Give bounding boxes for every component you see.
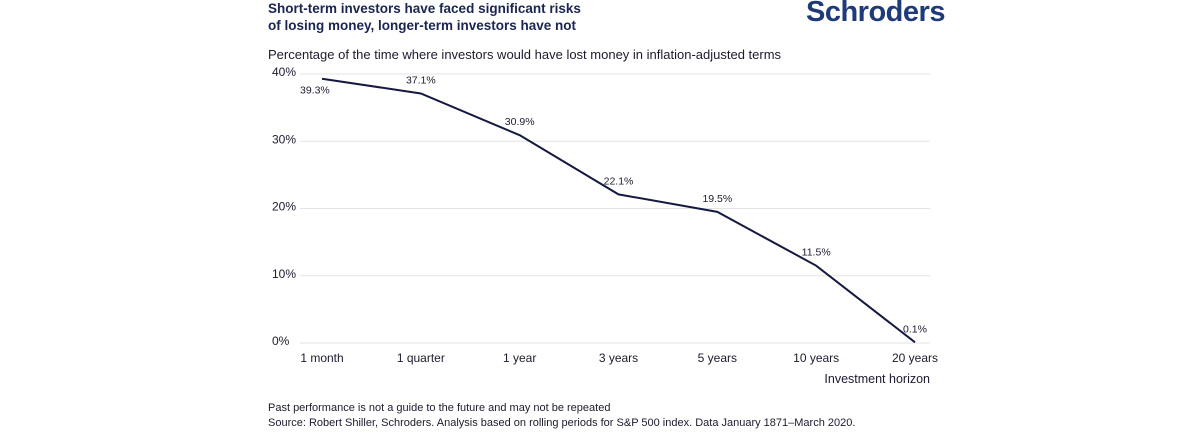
data-label: 30.9%: [505, 116, 535, 128]
gridlines: [300, 73, 930, 344]
series-line: [321, 77, 916, 344]
y-tick-label: 10%: [272, 267, 296, 281]
x-tick-label: 3 years: [599, 351, 638, 365]
y-axis: 0% 10% 20% 30% 40%: [272, 65, 296, 348]
x-tick-label: 10 years: [793, 351, 839, 365]
x-tick-label: 20 years: [892, 351, 938, 365]
y-tick-label: 30%: [272, 132, 296, 146]
data-label: 11.5%: [802, 247, 831, 259]
series-polyline: [321, 77, 916, 344]
source-note: Source: Robert Shiller, Schroders. Analy…: [268, 417, 856, 429]
footnotes: Past performance is not a guide to the f…: [268, 401, 855, 431]
chart-title-line-1: Short-term investors have faced signific…: [268, 1, 581, 16]
data-label: 37.1%: [406, 75, 436, 87]
x-axis: 1 month 1 quarter 1 year 3 years 5 years 10 y…: [300, 351, 938, 365]
x-axis-title: Investment horizon: [824, 372, 930, 386]
y-tick-label: 20%: [272, 200, 296, 214]
x-tick-label: 1 month: [300, 351, 343, 365]
y-tick-label: 40%: [272, 65, 296, 79]
x-tick-label: 1 year: [503, 351, 536, 365]
y-tick-label: 0%: [272, 334, 290, 348]
chart-subtitle: Percentage of the time where investors w…: [268, 47, 782, 62]
data-labels: 39.3% 37.1% 30.9% 22.1% 19.5% 11.5% 0.1%: [300, 75, 927, 336]
x-tick-label: 1 quarter: [397, 351, 445, 365]
schroders-logo: Schroders: [806, 0, 945, 28]
data-label: 22.1%: [604, 175, 634, 187]
data-label: 39.3%: [300, 85, 330, 97]
x-tick-label: 5 years: [698, 351, 737, 365]
chart-title-line-2: of losing money, longer-term investors h…: [268, 18, 577, 33]
disclaimer-note: Past performance is not a guide to the f…: [268, 402, 611, 414]
data-label: 0.1%: [903, 323, 927, 335]
chart-title: Short-term investors have faced signific…: [268, 0, 581, 34]
data-label: 19.5%: [702, 193, 732, 205]
